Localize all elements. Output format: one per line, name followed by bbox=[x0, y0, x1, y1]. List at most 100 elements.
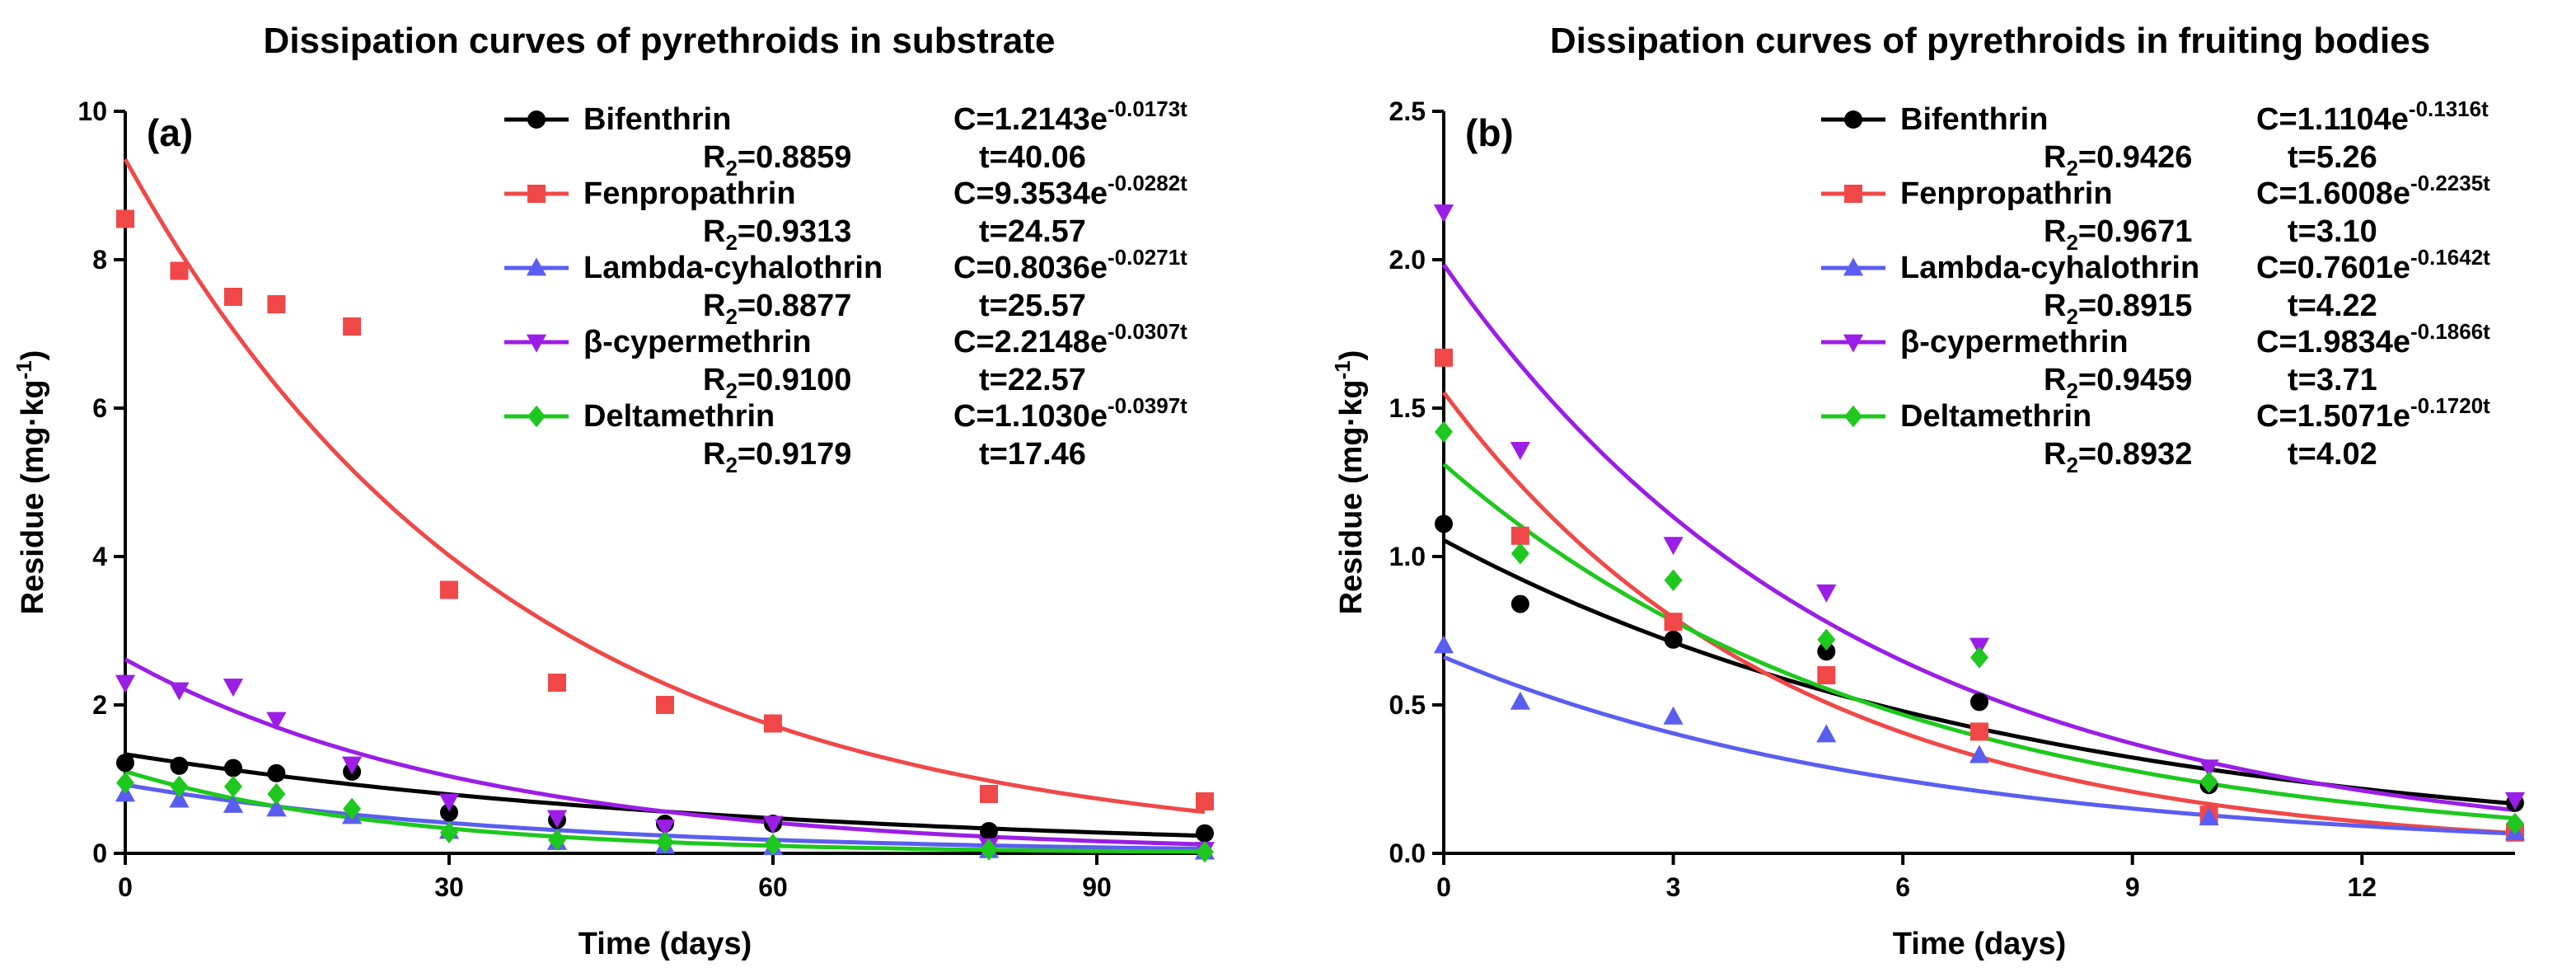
data-point bbox=[527, 110, 546, 129]
data-point bbox=[1970, 722, 1988, 741]
y-tick-label: 0 bbox=[92, 838, 107, 868]
data-point bbox=[2199, 807, 2219, 826]
data-point bbox=[1435, 420, 1453, 443]
data-point bbox=[2199, 759, 2219, 778]
y-tick-label: 2.0 bbox=[1389, 245, 1426, 275]
data-point bbox=[224, 288, 242, 306]
r-squared: R2=0.8877 bbox=[703, 289, 851, 329]
data-point bbox=[548, 829, 566, 851]
data-point bbox=[169, 789, 190, 808]
data-point bbox=[1816, 584, 1837, 603]
data-point bbox=[116, 754, 134, 773]
half-life: t=24.57 bbox=[979, 214, 1086, 249]
data-point bbox=[115, 674, 136, 693]
data-point bbox=[1843, 334, 1864, 353]
data-point bbox=[526, 334, 547, 353]
data-point bbox=[440, 580, 458, 599]
data-point bbox=[527, 405, 546, 428]
half-life: t=40.06 bbox=[979, 140, 1086, 175]
x-tick-label: 12 bbox=[2347, 872, 2377, 902]
panel-label: (b) bbox=[1465, 111, 1514, 154]
fit-curve--cypermethrin bbox=[124, 657, 1206, 847]
r-squared: R2=0.9100 bbox=[703, 363, 851, 403]
data-point bbox=[1510, 442, 1530, 461]
data-point bbox=[2506, 812, 2524, 835]
data-point bbox=[1510, 691, 1530, 710]
fit-curve-fenpropathrin bbox=[123, 157, 1206, 815]
fit-curve-lambda-cyhalothrin bbox=[1443, 655, 2516, 836]
panel-label: (a) bbox=[147, 111, 193, 154]
data-point bbox=[980, 785, 998, 803]
data-point bbox=[548, 674, 566, 692]
legend-label: Bifenthrin bbox=[1900, 102, 2048, 137]
data-point bbox=[440, 803, 458, 822]
legend-label: Bifenthrin bbox=[583, 102, 731, 137]
legend-label: β-cypermethrin bbox=[583, 325, 812, 359]
data-point bbox=[1970, 646, 1988, 669]
data-point bbox=[267, 763, 286, 782]
data-point bbox=[1664, 569, 1683, 591]
x-tick-label: 9 bbox=[2125, 872, 2140, 902]
half-life: t=4.02 bbox=[2288, 437, 2377, 472]
half-life: t=4.22 bbox=[2288, 289, 2377, 323]
data-point bbox=[1816, 724, 1837, 743]
data-point bbox=[1196, 824, 1214, 843]
x-tick-label: 0 bbox=[1436, 872, 1451, 902]
chart-title: Dissipation curves of pyrethroids in fru… bbox=[1550, 21, 2430, 61]
half-life: t=22.57 bbox=[979, 363, 1086, 397]
half-life: t=3.10 bbox=[2288, 214, 2377, 249]
fit-equation: C=1.2143e-0.0173t bbox=[953, 96, 1187, 137]
legend-label: Deltamethrin bbox=[1900, 399, 2091, 434]
data-point bbox=[169, 682, 190, 701]
y-tick-label: 6 bbox=[92, 393, 107, 423]
half-life: t=17.46 bbox=[979, 437, 1086, 472]
y-tick-label: 2 bbox=[92, 690, 107, 720]
data-point bbox=[1969, 744, 1990, 763]
data-point bbox=[526, 257, 547, 276]
chart-title: Dissipation curves of pyrethroids in sub… bbox=[264, 21, 1056, 61]
r-squared: R2=0.8859 bbox=[703, 140, 851, 181]
fit-equation: C=1.9834e-0.1866t bbox=[2256, 319, 2490, 359]
x-tick-label: 6 bbox=[1895, 872, 1910, 902]
x-tick-label: 60 bbox=[758, 872, 788, 902]
r-squared: R2=0.9426 bbox=[2044, 140, 2192, 181]
data-point bbox=[266, 712, 287, 730]
data-point bbox=[1844, 110, 1862, 129]
data-point bbox=[343, 797, 362, 820]
r-squared: R2=0.9671 bbox=[2044, 214, 2192, 255]
data-point bbox=[1435, 514, 1453, 533]
data-point bbox=[2199, 771, 2218, 793]
fit-equation: C=1.1030e-0.0397t bbox=[953, 393, 1187, 434]
y-tick-label: 2.5 bbox=[1389, 96, 1426, 126]
data-point bbox=[1510, 526, 1529, 545]
data-point bbox=[343, 317, 362, 336]
y-tick-label: 0.5 bbox=[1389, 690, 1426, 720]
x-tick-label: 3 bbox=[1666, 872, 1681, 902]
data-point bbox=[116, 772, 134, 794]
data-point bbox=[1817, 628, 1836, 651]
legend-label: Lambda-cyhalothrin bbox=[1900, 251, 2199, 285]
y-tick-label: 1.0 bbox=[1389, 542, 1426, 571]
data-point bbox=[1844, 185, 1862, 203]
y-tick-label: 1.5 bbox=[1389, 393, 1426, 423]
data-point bbox=[224, 759, 242, 777]
data-point bbox=[222, 794, 244, 813]
data-point bbox=[1510, 543, 1529, 565]
half-life: t=3.71 bbox=[2288, 363, 2377, 397]
half-life: t=25.57 bbox=[979, 289, 1086, 323]
data-point bbox=[654, 820, 676, 838]
x-tick-label: 0 bbox=[118, 872, 133, 902]
y-axis-label: Residue (mg·kg-1) bbox=[1330, 350, 1369, 615]
fit-equation: C=0.7601e-0.1642t bbox=[2256, 245, 2490, 285]
y-tick-label: 10 bbox=[77, 96, 107, 126]
data-point bbox=[170, 775, 189, 798]
fit-equation: C=0.8036e-0.0271t bbox=[953, 245, 1187, 285]
r-squared: R2=0.9313 bbox=[703, 214, 851, 255]
fit-equation: C=9.3534e-0.0282t bbox=[953, 171, 1187, 211]
data-point bbox=[980, 822, 998, 840]
data-point bbox=[440, 821, 458, 843]
data-point bbox=[762, 815, 784, 834]
data-point bbox=[2504, 791, 2526, 810]
data-point bbox=[1663, 706, 1684, 725]
